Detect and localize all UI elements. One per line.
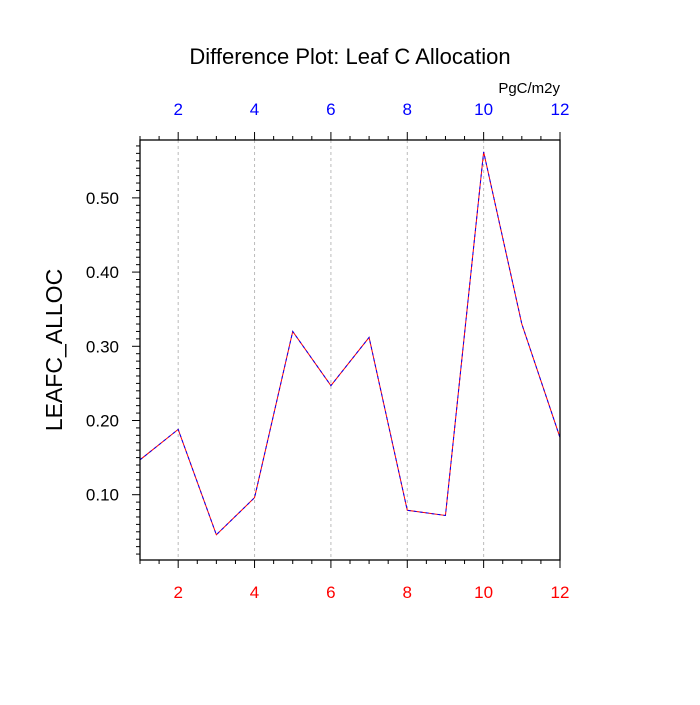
x-tick-label: 12 xyxy=(551,583,570,602)
x-tick-label: 10 xyxy=(474,583,493,602)
data-point xyxy=(444,514,447,517)
data-point xyxy=(482,150,485,153)
y-tick-label: 0.20 xyxy=(86,411,119,430)
chart-title: Difference Plot: Leaf C Allocation xyxy=(189,44,510,69)
y-tick-label: 0.50 xyxy=(86,189,119,208)
y-tick-label: 0.40 xyxy=(86,263,119,282)
x-top-tick-label: 4 xyxy=(250,100,259,119)
x-tick-label: 6 xyxy=(326,583,335,602)
axis-ticks xyxy=(132,132,561,568)
data-point xyxy=(520,323,523,326)
x-top-tick-label: 12 xyxy=(551,100,570,119)
x-tick-label: 2 xyxy=(173,583,182,602)
x-tick-label: 8 xyxy=(403,583,412,602)
series-lines xyxy=(139,150,561,536)
units-label: PgC/m2y xyxy=(498,80,560,97)
series-line-dash xyxy=(139,151,561,536)
data-point xyxy=(291,330,294,333)
y-axis-label: LEAFC_ALLOC xyxy=(41,269,67,431)
y-tick-label: 0.30 xyxy=(86,337,119,356)
data-point xyxy=(177,428,180,431)
data-point xyxy=(253,496,256,499)
x-top-tick-label: 2 xyxy=(173,100,182,119)
data-point xyxy=(406,509,409,512)
data-point xyxy=(215,533,218,536)
y-tick-label: 0.10 xyxy=(86,486,119,505)
x-top-tick-label: 10 xyxy=(474,100,493,119)
x-top-tick-label: 6 xyxy=(326,100,335,119)
tick-labels: 2 2 4 4 6 6 8 8 10 10 12 12 0.10 0.20 0.30 0.40 0.50 xyxy=(86,100,570,602)
data-point xyxy=(329,384,332,387)
data-point xyxy=(368,336,371,339)
x-tick-label: 4 xyxy=(250,583,259,602)
x-top-tick-label: 8 xyxy=(403,100,412,119)
